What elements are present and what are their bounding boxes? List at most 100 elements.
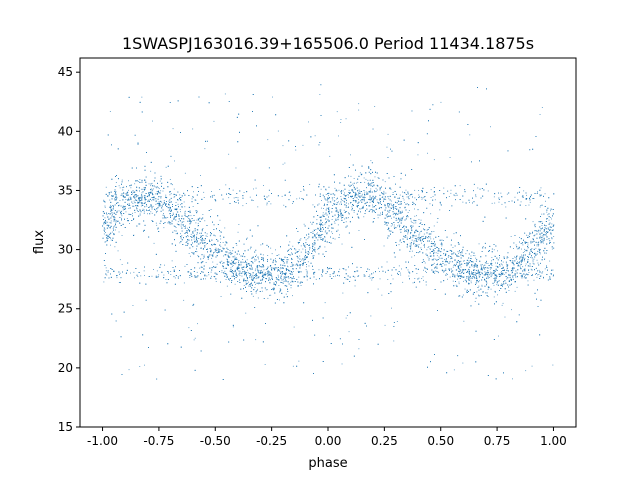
data-point [485,292,486,294]
data-point [418,244,420,245]
data-point [439,203,441,205]
data-point [407,244,408,246]
data-point [535,247,537,249]
data-point [262,274,264,276]
data-point [519,262,520,264]
data-point [436,246,437,248]
data-point [491,257,493,258]
data-point [541,221,543,222]
data-point [521,254,522,256]
data-point [470,280,472,282]
data-point [440,101,442,103]
data-point [216,248,218,250]
data-point [267,139,269,141]
data-point [402,197,404,199]
data-point [348,192,350,193]
data-point [192,253,194,254]
data-point [299,265,301,267]
data-point [356,194,357,195]
data-point [499,276,501,277]
data-point [385,198,387,200]
data-point [418,233,420,235]
data-point [251,256,253,258]
data-point [433,238,435,240]
data-point [443,271,445,273]
data-point [278,254,280,256]
data-point [391,204,392,206]
data-point [210,271,212,273]
data-point [187,235,189,237]
data-point [115,224,116,226]
data-point [415,229,417,231]
data-point [121,217,122,219]
data-point [359,208,360,210]
data-point [370,188,372,190]
data-point [160,196,162,198]
data-point [134,183,136,185]
data-point [345,198,347,200]
data-point [455,284,457,286]
data-point [543,231,545,232]
data-point [160,190,162,192]
data-point [109,222,111,224]
data-point [426,249,428,251]
data-point [541,232,543,234]
data-point [206,233,208,235]
data-point [183,282,185,284]
data-point [298,249,300,251]
data-point [390,203,392,205]
data-point [310,221,311,223]
data-point [418,219,420,220]
data-point [300,191,302,192]
data-point [152,205,154,207]
data-point [104,241,106,243]
data-point [280,276,282,278]
data-point [261,269,262,271]
data-point [552,275,554,277]
data-point [423,233,425,235]
data-point [345,317,347,319]
data-point [369,277,371,279]
data-point [548,219,550,221]
data-point [314,135,316,137]
data-point [328,207,330,208]
data-point [211,275,212,277]
data-point [183,226,185,227]
data-point [113,205,114,207]
data-point [491,265,493,266]
data-point [386,146,388,148]
data-point [279,291,280,293]
data-point [393,226,395,228]
data-point [330,201,332,203]
data-point [544,268,546,270]
data-point [240,264,242,266]
data-point [193,339,195,341]
data-point [462,270,464,272]
data-point [525,263,527,265]
data-point [232,250,234,252]
data-point [342,190,344,192]
data-point [416,215,417,217]
data-point [203,191,205,193]
data-point [210,249,212,251]
data-point [354,285,356,287]
data-point [490,276,492,278]
data-point [107,271,109,273]
data-point [362,198,364,200]
data-point [153,269,154,270]
data-point [161,182,162,184]
data-point [258,270,260,271]
data-point [539,233,541,234]
data-point [235,262,237,264]
data-point [105,270,107,272]
data-point [537,274,539,276]
data-point [132,190,134,191]
data-point [461,269,463,271]
data-point [103,229,105,231]
data-point [551,248,553,250]
data-point [238,260,240,261]
data-point [532,262,534,264]
data-point [203,254,205,256]
data-point [141,192,143,194]
data-point [409,195,411,197]
